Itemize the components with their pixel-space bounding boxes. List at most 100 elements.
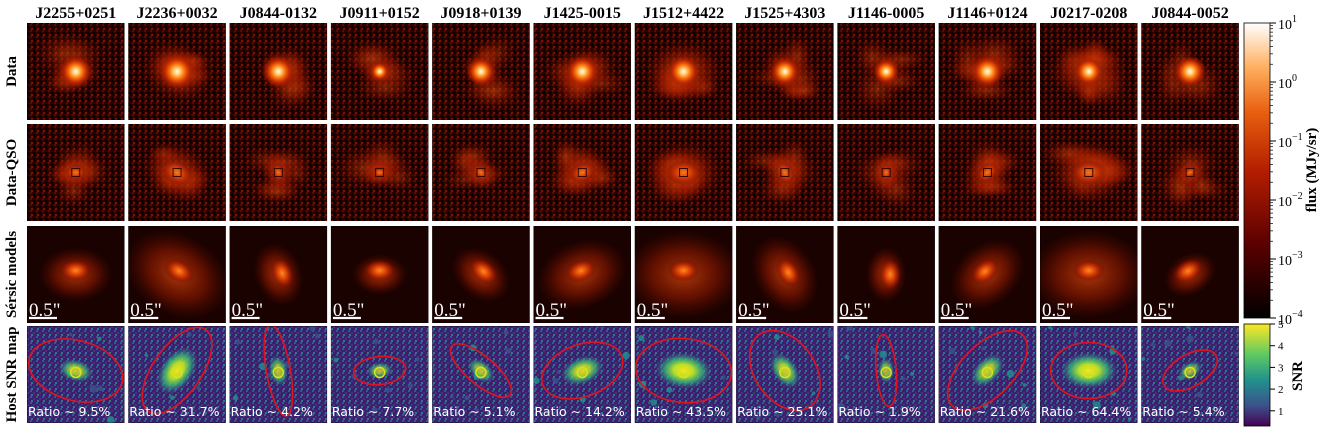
cutout-panel: 0.5" (229, 226, 328, 323)
residual-host (270, 162, 286, 183)
snr-speckle (96, 385, 103, 391)
row-label: Data (4, 56, 20, 87)
cutout-panel (938, 23, 1037, 120)
sersic-component (970, 258, 1000, 285)
snr-host-region (1060, 352, 1118, 389)
snr-speckle (415, 357, 420, 362)
cutout-panel: Ratio ∼ 9.5% (27, 326, 125, 423)
cutout-panel (533, 124, 631, 221)
snr-speckle (89, 384, 98, 393)
quasar-core (466, 57, 496, 86)
cutout-panel (736, 124, 834, 221)
psf-mask-marker (1185, 168, 1195, 177)
quasar-core (770, 57, 800, 86)
snr-speckle (1186, 335, 1194, 343)
cutout-panel (1141, 23, 1239, 120)
snr-tick-label: 1 (1278, 406, 1284, 418)
snr-speckle (373, 338, 379, 344)
snr-speckle (638, 335, 645, 342)
host-aperture-ellipse (263, 326, 294, 417)
cutout-panel: 0.5" (837, 226, 935, 323)
snr-speckle (755, 415, 761, 421)
snr-speckle (330, 370, 334, 376)
flux-colorbar-label: flux (MJy/sr) (1304, 128, 1320, 213)
cutout-panel: Ratio ∼ 5.1% (432, 326, 530, 423)
cutout-panel: Ratio ∼ 7.7% (330, 326, 429, 423)
quasar-core (566, 55, 599, 88)
object-name-header: J2236+0032 (136, 5, 217, 22)
snr-speckle (235, 339, 241, 345)
cutout-panel: Ratio ∼ 21.6% (938, 326, 1037, 423)
cutout-panel: 0.5" (533, 226, 631, 323)
quasar-core (667, 55, 700, 88)
snr-host-region (561, 355, 604, 386)
cutout-panel: Ratio ∼ 4.2% (229, 326, 328, 423)
host-ratio-label: Ratio ∼ 9.5% (28, 404, 110, 419)
psf-mask-marker (71, 168, 81, 177)
snr-speckle (595, 326, 599, 329)
quasar-core (873, 58, 899, 85)
snr-speckle (1048, 326, 1053, 330)
snr-host-region (655, 352, 713, 389)
snr-speckle (97, 336, 102, 341)
snr-speckle (827, 330, 834, 338)
snr-tick-label: 4 (1278, 341, 1284, 353)
snr-speckle (475, 408, 479, 412)
snr-speckle (970, 326, 975, 330)
snr-speckle (844, 354, 849, 360)
host-ratio-label: Ratio ∼ 5.1% (433, 404, 515, 419)
host-aperture-ellipse (27, 338, 124, 403)
scale-bar-label: 0.5" (839, 300, 871, 321)
snr-ring (1184, 366, 1196, 379)
snr-speckle (134, 409, 138, 414)
row-label: Data-QSO (4, 139, 20, 207)
host-aperture-ellipse (874, 333, 898, 408)
cutout-panel: Ratio ∼ 5.4% (1141, 326, 1239, 423)
snr-speckle (533, 377, 540, 384)
snr-speckle (169, 395, 175, 401)
snr-speckle (1072, 331, 1079, 337)
host-ratio-label: Ratio ∼ 14.2% (535, 404, 625, 419)
object-name-header: J0918+0139 (440, 5, 521, 22)
residual-host (774, 160, 795, 185)
object-name-header: J1425-0015 (544, 5, 621, 22)
snr-speckle (232, 395, 239, 401)
snr-ring (576, 366, 588, 379)
cutout-panel (837, 124, 935, 221)
sersic-component (164, 258, 194, 284)
object-name-header: J1146-0005 (848, 5, 924, 22)
host-aperture-ellipse (449, 343, 513, 398)
cutout-panel (837, 23, 935, 120)
cutout-panel (634, 124, 733, 221)
host-aperture-ellipse (352, 355, 407, 386)
snr-speckle (552, 377, 559, 384)
snr-host-region (877, 357, 895, 384)
psf-mask-marker (982, 168, 992, 177)
snr-ring (677, 366, 690, 379)
cutout-panel: 0.5" (1040, 226, 1138, 323)
snr-ring (70, 366, 82, 379)
host-ratio-label: Ratio ∼ 4.2% (231, 404, 313, 419)
snr-speckle (1164, 339, 1172, 348)
psf-mask-marker (172, 168, 182, 177)
sersic-component (1173, 258, 1203, 284)
cutout-panel: 0.5" (330, 226, 429, 323)
cutout-panel: Ratio ∼ 1.9% (837, 326, 935, 423)
object-name-header: J1146+0124 (947, 5, 1027, 22)
flux-tick-label: 10−3 (1278, 250, 1303, 269)
residual-host (1070, 159, 1107, 186)
host-ratio-label: Ratio ∼ 64.4% (1041, 404, 1131, 419)
quasar-core (59, 55, 92, 88)
cutout-panel: Ratio ∼ 64.4% (1040, 326, 1138, 423)
scale-bar-label: 0.5" (1042, 300, 1074, 321)
residual-host (665, 159, 702, 186)
snr-host-region (970, 353, 1005, 388)
snr-host-region (156, 346, 198, 395)
object-name-header: J0844-0052 (1151, 5, 1228, 22)
snr-speckle (1186, 326, 1191, 329)
residual-host (568, 161, 596, 184)
quasar-core (971, 55, 1004, 88)
snr-speckle (106, 416, 115, 423)
